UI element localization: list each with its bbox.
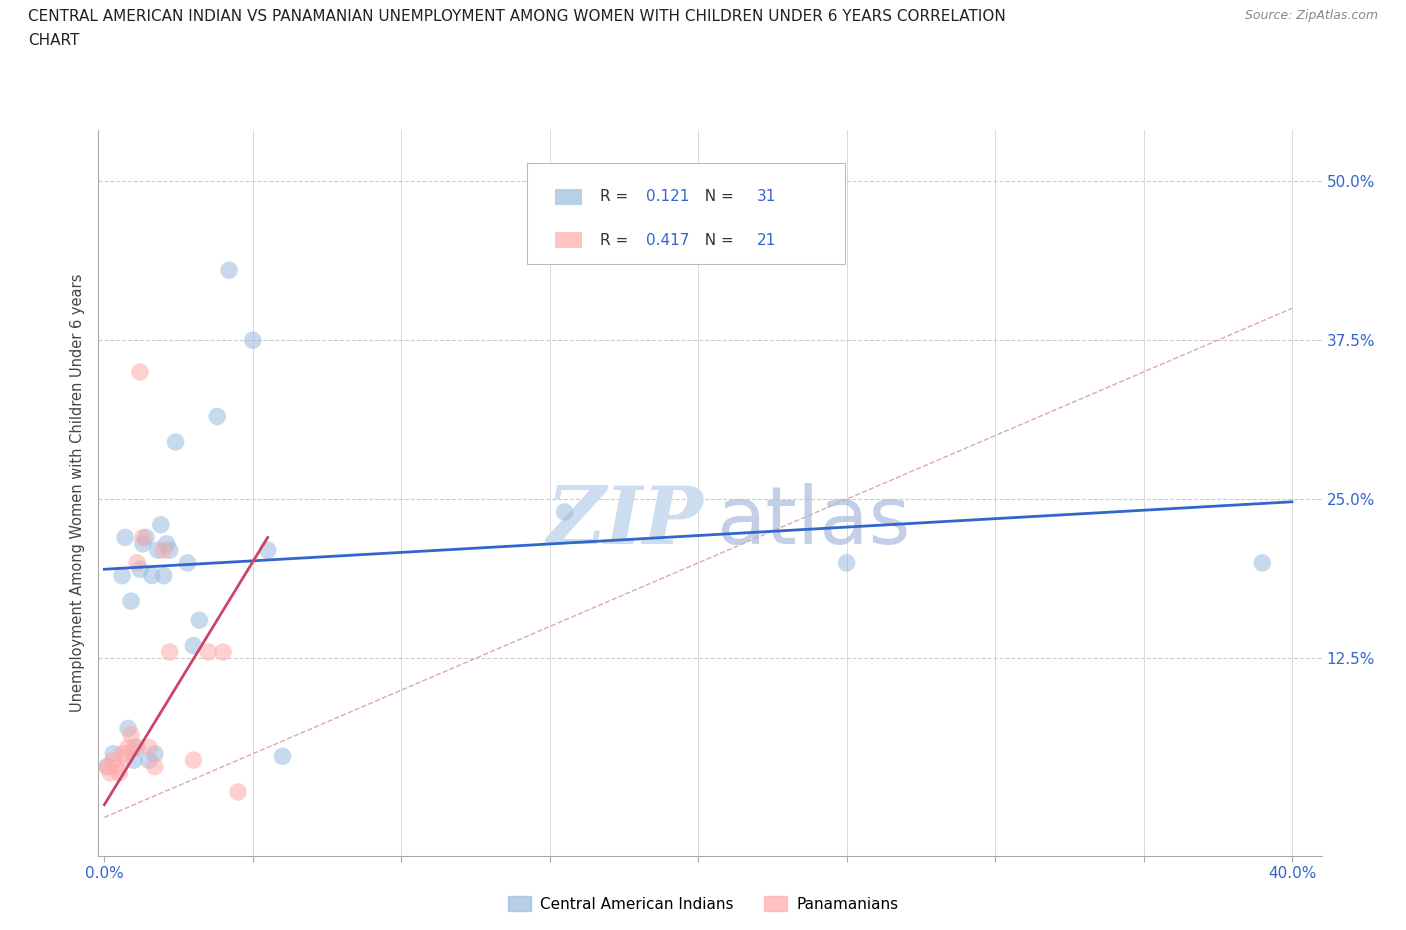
Point bbox=[103, 752, 125, 767]
Point bbox=[98, 765, 121, 780]
Point bbox=[111, 747, 134, 762]
Point bbox=[197, 644, 219, 659]
FancyBboxPatch shape bbox=[555, 189, 582, 205]
Point bbox=[114, 751, 136, 765]
Point bbox=[159, 644, 181, 659]
Point bbox=[96, 759, 118, 774]
Point bbox=[132, 530, 155, 545]
Point bbox=[129, 562, 152, 577]
Point bbox=[143, 759, 166, 774]
Point bbox=[132, 537, 155, 551]
Point bbox=[188, 613, 211, 628]
Text: 0.417: 0.417 bbox=[647, 232, 690, 247]
Point bbox=[103, 747, 125, 762]
Point bbox=[149, 517, 172, 532]
Point bbox=[117, 740, 139, 755]
Text: 21: 21 bbox=[756, 232, 776, 247]
Point bbox=[554, 505, 576, 520]
Point bbox=[1251, 555, 1274, 570]
Point bbox=[125, 555, 148, 570]
Point bbox=[96, 759, 118, 774]
Text: CENTRAL AMERICAN INDIAN VS PANAMANIAN UNEMPLOYMENT AMONG WOMEN WITH CHILDREN UND: CENTRAL AMERICAN INDIAN VS PANAMANIAN UN… bbox=[28, 9, 1005, 24]
Point bbox=[165, 434, 187, 449]
Point bbox=[105, 759, 128, 774]
Text: 0.121: 0.121 bbox=[647, 189, 690, 205]
FancyBboxPatch shape bbox=[526, 163, 845, 264]
Point bbox=[120, 727, 142, 742]
Point bbox=[138, 752, 160, 767]
Point bbox=[125, 740, 148, 755]
Point bbox=[271, 749, 294, 764]
Point bbox=[146, 543, 169, 558]
Point bbox=[183, 752, 205, 767]
Point bbox=[129, 365, 152, 379]
Point bbox=[218, 263, 240, 278]
Point bbox=[156, 537, 179, 551]
Point bbox=[226, 785, 249, 800]
Text: R =: R = bbox=[600, 189, 633, 205]
Point bbox=[183, 638, 205, 653]
Point bbox=[141, 568, 163, 583]
Point bbox=[143, 747, 166, 762]
Point bbox=[111, 568, 134, 583]
Text: 31: 31 bbox=[756, 189, 776, 205]
Point bbox=[212, 644, 235, 659]
Text: CHART: CHART bbox=[28, 33, 80, 47]
Legend: Central American Indians, Panamanians: Central American Indians, Panamanians bbox=[502, 889, 904, 918]
Point bbox=[256, 543, 278, 558]
Text: N =: N = bbox=[696, 232, 740, 247]
Point bbox=[835, 555, 858, 570]
Point bbox=[152, 543, 174, 558]
Text: N =: N = bbox=[696, 189, 740, 205]
Y-axis label: Unemployment Among Women with Children Under 6 years: Unemployment Among Women with Children U… bbox=[70, 273, 86, 712]
Point bbox=[120, 593, 142, 608]
Point bbox=[242, 333, 264, 348]
Point bbox=[122, 740, 145, 755]
Point bbox=[108, 765, 131, 780]
Point bbox=[135, 530, 157, 545]
Point bbox=[117, 721, 139, 736]
Point bbox=[176, 555, 198, 570]
FancyBboxPatch shape bbox=[555, 232, 582, 248]
Text: R =: R = bbox=[600, 232, 633, 247]
Point bbox=[152, 568, 174, 583]
Point bbox=[159, 543, 181, 558]
Point bbox=[138, 740, 160, 755]
Text: ZIP: ZIP bbox=[547, 484, 704, 561]
Point bbox=[122, 752, 145, 767]
Point bbox=[114, 530, 136, 545]
Point bbox=[205, 409, 228, 424]
Text: Source: ZipAtlas.com: Source: ZipAtlas.com bbox=[1244, 9, 1378, 22]
Text: atlas: atlas bbox=[716, 483, 911, 561]
